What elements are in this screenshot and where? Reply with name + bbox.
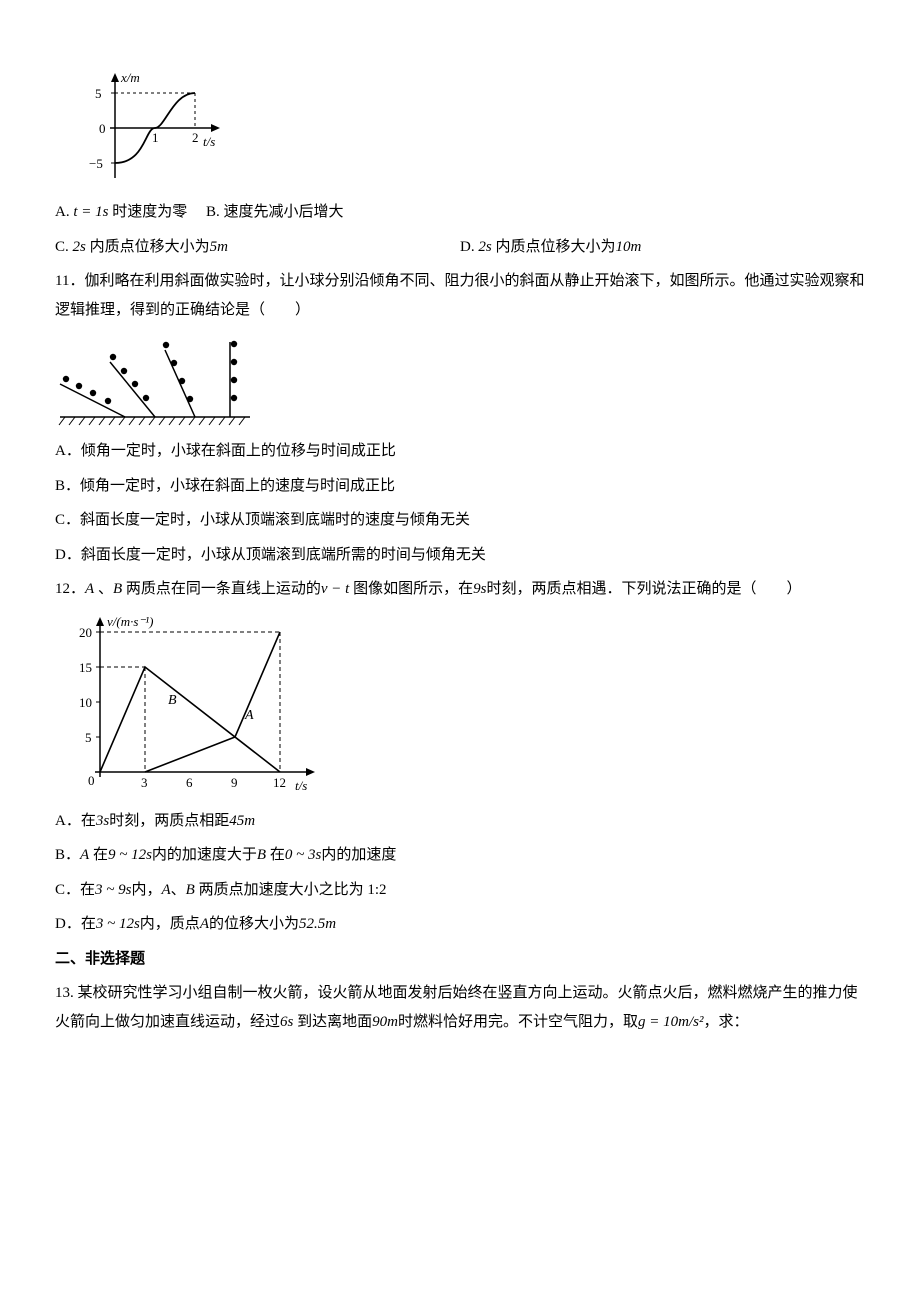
q12-B: B: [113, 581, 122, 597]
q12-vt: v − t: [321, 581, 349, 597]
oC-sep: 、: [171, 882, 186, 898]
optC-mid: 内质点位移大小为: [86, 239, 210, 255]
oB-B: B: [257, 847, 266, 863]
oD-mid: 内，质点: [140, 916, 200, 932]
oD-m1: 3 ~ 12s: [96, 916, 140, 932]
svg-text:12: 12: [273, 775, 286, 790]
q11-optC: C．斜面长度一定时，小球从顶端滚到底端时的速度与倾角无关: [55, 506, 865, 535]
optA-math: t = 1s: [73, 204, 108, 220]
q12-A: A: [85, 581, 94, 597]
oC-m1: 3 ~ 9s: [95, 882, 131, 898]
oD-val: 52.5m: [299, 916, 336, 932]
oB-p: B．: [55, 847, 80, 863]
svg-text:B: B: [168, 693, 177, 708]
q12-optB: B．A 在9 ~ 12s内的加速度大于B 在0 ~ 3s内的加速度: [55, 841, 865, 870]
oD-p: D．在: [55, 916, 96, 932]
oB-tail: 内的加速度: [321, 847, 396, 863]
optD-prefix: D.: [460, 239, 478, 255]
q12-stem: 12．A 、B 两质点在同一条直线上运动的v − t 图像如图所示，在9s时刻，…: [55, 575, 865, 604]
oB-mid: 内的加速度大于: [152, 847, 257, 863]
q10-row-cd: C. 2s 内质点位移大小为5m D. 2s 内质点位移大小为10m: [55, 233, 865, 262]
svg-text:3: 3: [141, 775, 148, 790]
oB-m2: 在: [266, 847, 285, 863]
q10-optB: B. 速度先减小后增大: [206, 204, 344, 220]
q12-prefix: 12．: [55, 581, 85, 597]
x-axis-label: t/s: [203, 134, 215, 149]
oD-m2: 的位移大小为: [209, 916, 299, 932]
y-axis-label: x/m: [120, 70, 140, 85]
ytick-5: 5: [95, 86, 102, 101]
q12-tail: 时刻，两质点相遇．下列说法正确的是（ ）: [486, 581, 801, 597]
q13-g: g = 10m/s²: [638, 1014, 703, 1030]
oC-tail: 两质点加速度大小之比为 1:2: [195, 882, 387, 898]
section-2-heading: 二、非选择题: [55, 945, 865, 974]
y-axis-label: v/(m·s⁻¹): [107, 614, 154, 629]
oA-mid: 时刻，两质点相距: [109, 813, 229, 829]
oC-mid: 内，: [131, 882, 161, 898]
optC-prefix: C.: [55, 239, 73, 255]
svg-text:20: 20: [79, 625, 92, 640]
optA-prefix: A.: [55, 204, 73, 220]
q10-figure: 5 0 −5 1 2 x/m t/s: [55, 68, 865, 188]
svg-text:15: 15: [79, 660, 92, 675]
q11-stem: 11．伽利略在利用斜面做实验时，让小球分别沿倾角不同、阻力很小的斜面从静止开始滚…: [55, 267, 865, 324]
q12-m3: 图像如图所示，在: [349, 581, 473, 597]
q11-optB: B．倾角一定时，小球在斜面上的速度与时间成正比: [55, 472, 865, 501]
vt-graph: 5 10 15 20 0 3 6 9 12 v/(m·s⁻¹) t/s B A: [55, 612, 325, 797]
q12-optC: C．在3 ~ 9s内，A、B 两质点加速度大小之比为 1:2: [55, 876, 865, 905]
oC-B: B: [186, 882, 195, 898]
svg-text:6: 6: [186, 775, 193, 790]
xtick-2: 2: [192, 130, 199, 145]
oC-p: C．在: [55, 882, 95, 898]
q12-figure: 5 10 15 20 0 3 6 9 12 v/(m·s⁻¹) t/s B A: [55, 612, 865, 797]
optD-m2: 10m: [615, 239, 641, 255]
ytick-0: 0: [99, 121, 106, 136]
oB-912: 9 ~ 12s: [108, 847, 152, 863]
q10-optC: C. 2s 内质点位移大小为5m: [55, 233, 460, 262]
optD-mid: 内质点位移大小为: [492, 239, 616, 255]
svg-text:0: 0: [88, 773, 95, 788]
svg-text:5: 5: [85, 730, 92, 745]
q13-take: 取: [623, 1014, 638, 1030]
oA-m2: 45m: [229, 813, 255, 829]
svg-text:10: 10: [79, 695, 92, 710]
oB-A: A: [80, 847, 89, 863]
q13-tail: ，求：: [703, 1014, 748, 1030]
oB-m1: 在: [89, 847, 108, 863]
q13-stem: 13. 某校研究性学习小组自制一枚火箭，设火箭从地面发射后始终在竖直方向上运动。…: [55, 979, 865, 1036]
oB-03: 0 ~ 3s: [285, 847, 321, 863]
q13-mid: 到达离地面: [293, 1014, 372, 1030]
oC-A: A: [161, 882, 170, 898]
q12-optA: A．在3s时刻，两质点相距45m: [55, 807, 865, 836]
ramps-diagram: [55, 332, 255, 427]
svg-text:9: 9: [231, 775, 238, 790]
q13-p2: 时燃料恰好用完。不计空气阻力，: [398, 1014, 623, 1030]
q12-9s: 9s: [473, 581, 486, 597]
optC-m1: 2s: [73, 239, 86, 255]
x-axis-label: t/s: [295, 778, 307, 793]
optA-tail: 时速度为零: [108, 204, 187, 220]
q13-6s: 6s: [280, 1014, 293, 1030]
oD-A: A: [200, 916, 209, 932]
svg-text:A: A: [244, 708, 254, 723]
optC-m2: 5m: [210, 239, 228, 255]
xt-graph: 5 0 −5 1 2 x/m t/s: [55, 68, 225, 188]
ytick-neg5: −5: [89, 156, 103, 171]
q10-optD: D. 2s 内质点位移大小为10m: [460, 233, 865, 262]
q12-optD: D．在3 ~ 12s内，质点A的位移大小为52.5m: [55, 910, 865, 939]
q10-row-ab: A. t = 1s 时速度为零 B. 速度先减小后增大: [55, 198, 865, 227]
q11-optA: A．倾角一定时，小球在斜面上的位移与时间成正比: [55, 437, 865, 466]
q13-90m: 90m: [372, 1014, 398, 1030]
q12-m2: 两质点在同一条直线上运动的: [122, 581, 321, 597]
oA-p: A．在: [55, 813, 96, 829]
q12-m1: 、: [94, 581, 113, 597]
optD-m1: 2s: [478, 239, 491, 255]
xtick-1: 1: [152, 130, 159, 145]
q11-figure: [55, 332, 865, 427]
q10-optA: A. t = 1s 时速度为零: [55, 204, 191, 220]
q11-optD: D．斜面长度一定时，小球从顶端滚到底端所需的时间与倾角无关: [55, 541, 865, 570]
oA-m1: 3s: [96, 813, 109, 829]
